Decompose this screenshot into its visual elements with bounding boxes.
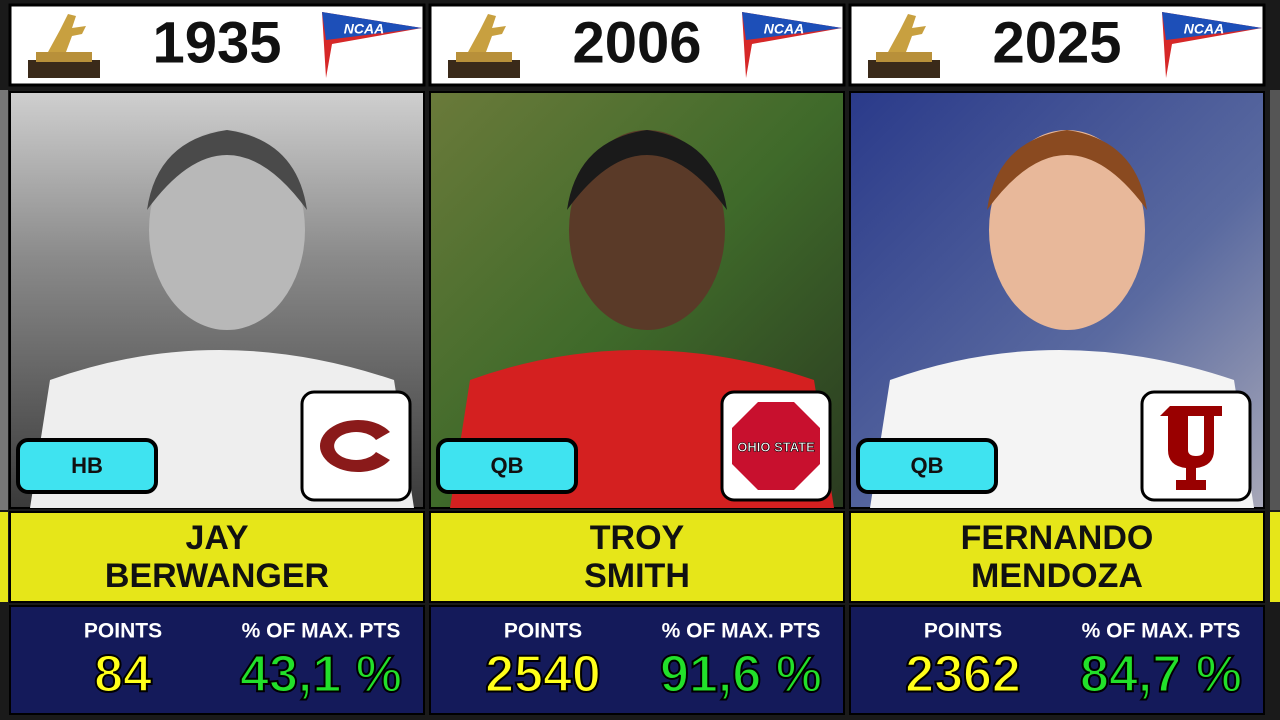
position-badge: [16, 438, 158, 494]
player-name: MENDOZA: [971, 557, 1143, 595]
trophy-base: [448, 60, 520, 78]
team-logo: [1160, 406, 1222, 490]
trophy-icon: [868, 14, 940, 78]
player-name: BERWANGER: [105, 557, 329, 595]
ncaa-pennant: NCAA: [322, 12, 422, 78]
name-band: [849, 511, 1265, 603]
ncaa-pennant: NCAA: [742, 12, 842, 78]
year: 2006: [572, 10, 701, 75]
pennant-label: NCAA: [764, 21, 804, 37]
pennant-label: NCAA: [344, 21, 384, 37]
trophy-plinth: [456, 52, 512, 62]
stats-band: [429, 605, 845, 715]
trophy-figure: [468, 14, 506, 52]
points: 2362: [905, 646, 1021, 704]
player-hair: [147, 130, 307, 210]
player-name: FERNANDO: [961, 519, 1154, 557]
position: QB: [911, 453, 944, 478]
percent: 43,1 %: [240, 646, 402, 704]
position: QB: [491, 453, 524, 478]
neighbor-card-right: [1270, 512, 1280, 602]
trophy-base: [868, 60, 940, 78]
percent: 91,6 %: [660, 646, 822, 704]
team-logo-text: OHIO STATE: [737, 439, 815, 454]
points-label: POINTS: [504, 620, 582, 643]
team-logo: [732, 402, 820, 490]
trophy-plinth: [876, 52, 932, 62]
percent-label: % OF MAX. PTS: [662, 620, 821, 643]
trophy-icon: [28, 14, 100, 78]
trophy-plinth: [36, 52, 92, 62]
pennant-blue: [322, 12, 422, 40]
team-logo-box: [300, 390, 412, 502]
neighbor-card-right: [1270, 90, 1280, 510]
name-band: [9, 511, 425, 603]
points: 2540: [485, 646, 601, 704]
name-band: [429, 511, 845, 603]
player-name: SMITH: [584, 557, 690, 595]
player-name: JAY: [185, 519, 248, 557]
position-badge: [856, 438, 998, 494]
player-head: [149, 130, 305, 330]
trophy-figure: [48, 14, 86, 52]
player-head: [989, 130, 1145, 330]
position-badge: [436, 438, 578, 494]
points-label: POINTS: [924, 620, 1002, 643]
pennant-blue: [742, 12, 842, 40]
trophy-icon: [448, 14, 520, 78]
neighbor-card-left: [0, 512, 8, 602]
position: HB: [71, 453, 103, 478]
percent: 84,7 %: [1080, 646, 1242, 704]
ncaa-pennant: NCAA: [1162, 12, 1262, 78]
pennant-label: NCAA: [1184, 21, 1224, 37]
player-hair: [987, 130, 1147, 210]
player-hair: [567, 130, 727, 210]
points-label: POINTS: [84, 620, 162, 643]
team-logo: [319, 420, 390, 473]
player-name: TROY: [590, 519, 685, 557]
pennant-blue: [1162, 12, 1262, 40]
points: 84: [94, 646, 152, 704]
percent-label: % OF MAX. PTS: [1082, 620, 1241, 643]
stats-band: [9, 605, 425, 715]
player-head: [569, 130, 725, 330]
year: 2025: [992, 10, 1121, 75]
trophy-figure: [888, 14, 926, 52]
year: 1935: [152, 10, 281, 75]
stats-band: [849, 605, 1265, 715]
neighbor-card-left: [0, 90, 8, 510]
percent-label: % OF MAX. PTS: [242, 620, 401, 643]
trophy-base: [28, 60, 100, 78]
